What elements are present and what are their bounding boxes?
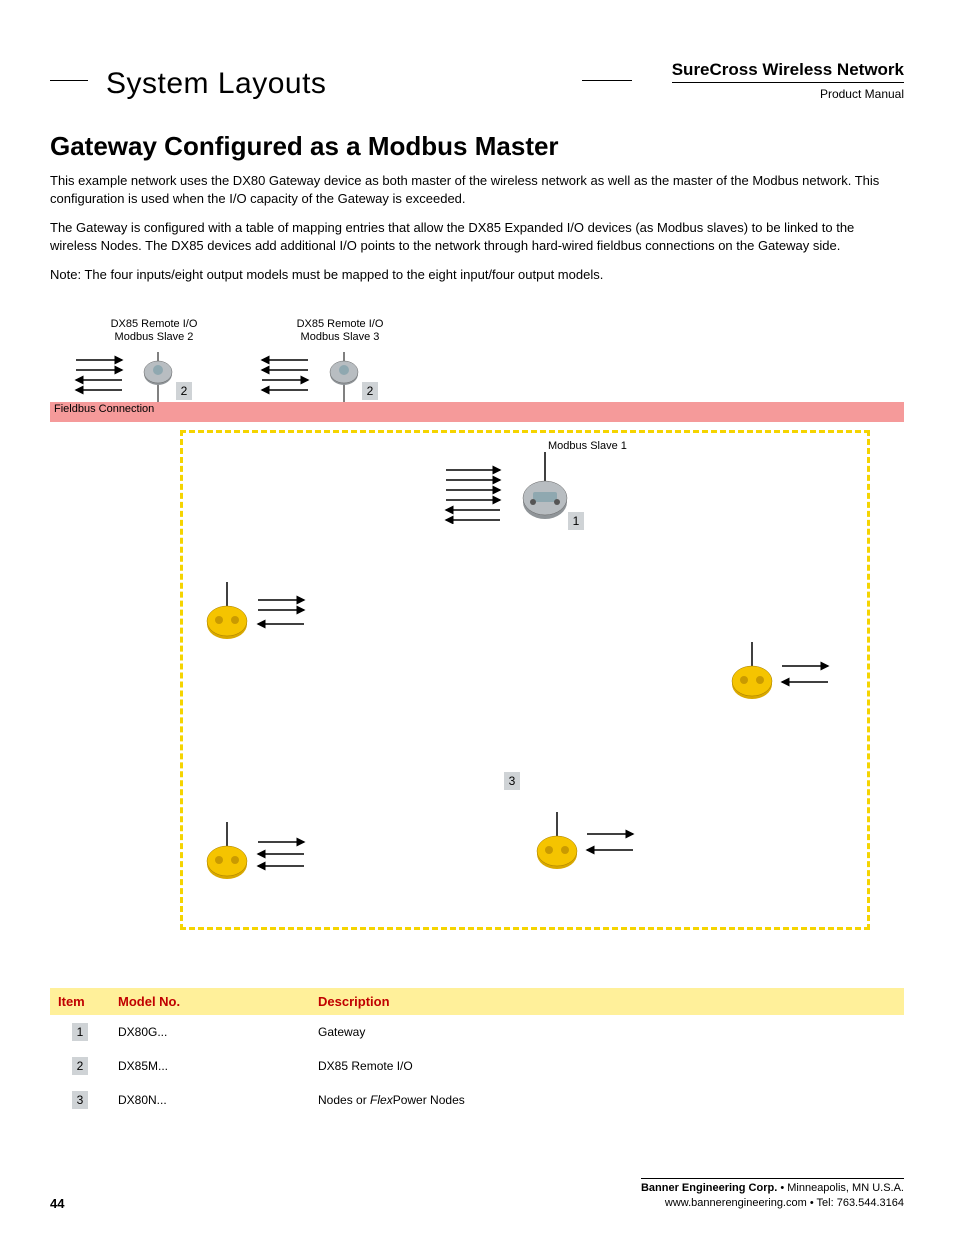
device-node-1 (205, 582, 249, 642)
cell-model: DX80N... (110, 1083, 310, 1117)
network-diagram: DX85 Remote I/OModbus Slave 2 DX85 Remot… (50, 312, 904, 952)
device-node-3 (205, 822, 249, 882)
device-gateway (520, 452, 570, 528)
legend-table: Item Model No. Description 1 DX80G...Gate… (50, 988, 904, 1117)
footer-corp-name: Banner Engineering Corp. (641, 1182, 777, 1194)
badge-nodes: 3 (504, 772, 520, 790)
arrows-gateway (442, 464, 508, 529)
cell-model: DX85M... (110, 1049, 310, 1083)
cell-item: 3 (50, 1083, 110, 1117)
arrows-node-2 (780, 660, 835, 699)
body-paragraph-2: The Gateway is configured with a table o… (50, 219, 904, 254)
arrows-slave-3 (260, 354, 315, 403)
page-heading: Gateway Configured as a Modbus Master (50, 131, 904, 162)
arrows-node-3 (256, 836, 311, 881)
arrows-node-1 (256, 594, 311, 639)
item-badge: 1 (72, 1023, 88, 1041)
page-number: 44 (50, 1196, 64, 1211)
page-footer: 44 Banner Engineering Corp. • Minneapoli… (50, 1178, 904, 1211)
device-dx85-slave-3 (328, 352, 360, 402)
device-node-2 (730, 642, 774, 702)
header-rule-left (50, 80, 88, 81)
col-model: Model No. (110, 988, 310, 1015)
badge-gateway: 1 (568, 512, 584, 530)
arrows-slave-2 (74, 354, 129, 403)
footer-corp: Banner Engineering Corp. • Minneapolis, … (641, 1178, 904, 1211)
table-row: 3 DX80N...Nodes or FlexPower Nodes (50, 1083, 904, 1117)
header-right-block: SureCross Wireless Network Product Manua… (672, 60, 904, 101)
table-row: 2 DX85M...DX85 Remote I/O (50, 1049, 904, 1083)
label-slave-2: DX85 Remote I/OModbus Slave 2 (94, 318, 214, 346)
col-item: Item (50, 988, 110, 1015)
badge-slave-3: 2 (362, 382, 378, 400)
cell-item: 2 (50, 1049, 110, 1083)
badge-slave-2: 2 (176, 382, 192, 400)
fieldbus-label: Fieldbus Connection (54, 403, 154, 415)
table-header-row: Item Model No. Description (50, 988, 904, 1015)
cell-item: 1 (50, 1015, 110, 1049)
body-paragraph-1: This example network uses the DX80 Gatew… (50, 172, 904, 207)
cell-desc: Gateway (310, 1015, 904, 1049)
footer-contact: www.bannerengineering.com • Tel: 763.544… (665, 1197, 904, 1209)
device-dx85-slave-2 (142, 352, 174, 402)
page-header: System Layouts SureCross Wireless Networ… (50, 60, 904, 101)
col-desc: Description (310, 988, 904, 1015)
arrows-node-4 (585, 828, 640, 867)
cell-model: DX80G... (110, 1015, 310, 1049)
item-badge: 3 (72, 1091, 88, 1109)
body-paragraph-3: Note: The four inputs/eight output model… (50, 266, 904, 284)
device-node-4 (535, 812, 579, 872)
footer-corp-loc: • Minneapolis, MN U.S.A. (777, 1182, 904, 1194)
section-title: System Layouts (106, 67, 326, 101)
brand-subtitle: Product Manual (672, 87, 904, 101)
item-badge: 2 (72, 1057, 88, 1075)
table-row: 1 DX80G...Gateway (50, 1015, 904, 1049)
brand-line: SureCross Wireless Network (672, 60, 904, 83)
label-slave-3: DX85 Remote I/OModbus Slave 3 (280, 318, 400, 346)
fieldbus-strip (50, 402, 904, 422)
cell-desc: DX85 Remote I/O (310, 1049, 904, 1083)
header-rule-center (582, 80, 632, 81)
cell-desc: Nodes or FlexPower Nodes (310, 1083, 904, 1117)
